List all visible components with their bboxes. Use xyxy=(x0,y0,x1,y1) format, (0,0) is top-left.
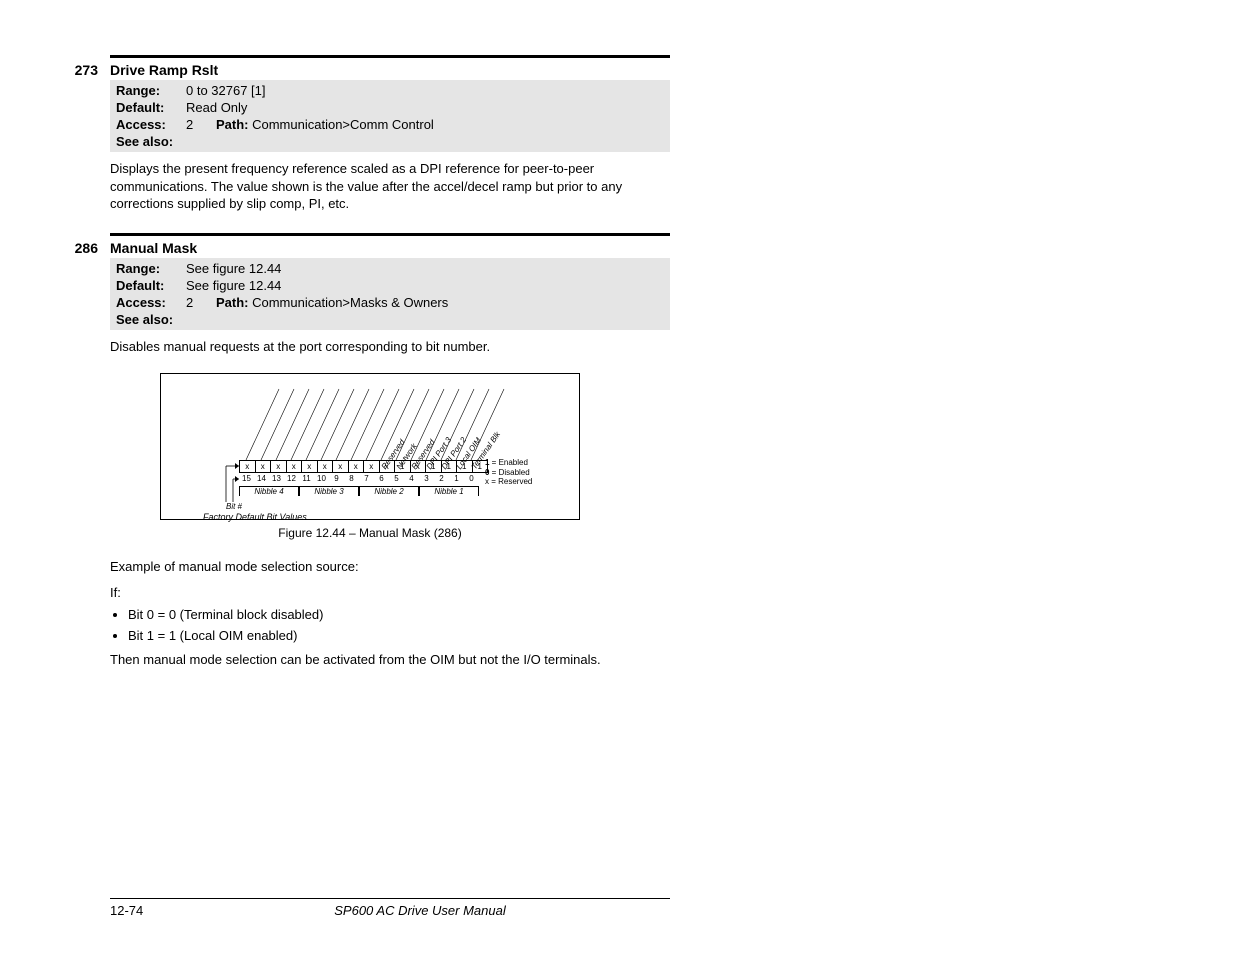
bit-num: 4 xyxy=(404,474,419,483)
figure-legend: 1 = Enabled 0 = Disabled x = Reserved xyxy=(485,458,532,487)
param-description: Disables manual requests at the port cor… xyxy=(110,338,670,356)
param-title: Manual Mask xyxy=(110,240,197,256)
param-meta-box: Range: See figure 12.44 Default: See fig… xyxy=(110,258,670,330)
example-intro: Example of manual mode selection source: xyxy=(110,558,670,576)
param-number: 286 xyxy=(50,240,110,256)
bit-cell: x xyxy=(255,461,271,473)
access-value: 2 xyxy=(186,295,216,310)
bit-num: 0 xyxy=(464,474,479,483)
rule xyxy=(110,55,670,58)
nibble-label: Nibble 1 xyxy=(419,486,479,496)
diagonal-labels: Reserved Network Reserved DPI Port 3 DPI… xyxy=(239,384,479,460)
default-label: Default: xyxy=(116,100,186,115)
seealso-label: See also: xyxy=(116,134,186,149)
bit-cell: x xyxy=(348,461,364,473)
bit-cell: x xyxy=(333,461,349,473)
bit-num: 9 xyxy=(329,474,344,483)
bit-num: 11 xyxy=(299,474,314,483)
nibble-label: Nibble 4 xyxy=(239,486,299,496)
example-conclusion: Then manual mode selection can be activa… xyxy=(110,651,670,669)
if-label: If: xyxy=(110,584,670,602)
default-value: See figure 12.44 xyxy=(186,278,664,293)
path-value: Communication>Masks & Owners xyxy=(249,295,449,310)
seealso-label: See also: xyxy=(116,312,186,327)
rule xyxy=(110,233,670,236)
param-header: 286 Manual Mask xyxy=(110,240,670,256)
access-value: 2 xyxy=(186,117,216,132)
bit-cell: x xyxy=(286,461,302,473)
param-273-block: 273 Drive Ramp Rslt Range: 0 to 32767 [1… xyxy=(110,55,670,213)
legend-disabled: = Disabled xyxy=(489,468,529,477)
param-description: Displays the present frequency reference… xyxy=(110,160,670,213)
path-label: Path: xyxy=(216,295,249,310)
manual-title: SP600 AC Drive User Manual xyxy=(170,903,670,918)
bit-cell: x xyxy=(317,461,333,473)
bit-cell: x xyxy=(302,461,318,473)
param-title: Drive Ramp Rslt xyxy=(110,62,218,78)
default-value: Read Only xyxy=(186,100,664,115)
bit-num: 14 xyxy=(254,474,269,483)
bit-cell: x xyxy=(240,461,256,473)
path-row: Path: Communication>Masks & Owners xyxy=(216,295,664,310)
bit-num: 15 xyxy=(239,474,254,483)
factory-default-label: Factory Default Bit Values xyxy=(203,512,307,522)
param-header: 273 Drive Ramp Rslt xyxy=(110,62,670,78)
bit-num: 7 xyxy=(359,474,374,483)
bit-num: 13 xyxy=(269,474,284,483)
bit-cell: x xyxy=(364,461,380,473)
page-number: 12-74 xyxy=(110,903,170,918)
path-row: Path: Communication>Comm Control xyxy=(216,117,664,132)
bit-number-row: 15 14 13 12 11 10 9 8 7 6 5 4 3 2 1 0 xyxy=(239,474,479,483)
range-value: See figure 12.44 xyxy=(186,261,664,276)
bit-num: 2 xyxy=(434,474,449,483)
range-label: Range: xyxy=(116,83,186,98)
example-list: Bit 0 = 0 (Terminal block disabled) Bit … xyxy=(110,607,670,643)
range-label: Range: xyxy=(116,261,186,276)
bullet-item: Bit 0 = 0 (Terminal block disabled) xyxy=(128,607,670,622)
figure-12-44: x x x x x x x x x x 1 x 1 1 1 1 xyxy=(160,373,580,520)
bit-num: 6 xyxy=(374,474,389,483)
path-value: Communication>Comm Control xyxy=(249,117,434,132)
bit-num: 12 xyxy=(284,474,299,483)
nibble-label: Nibble 3 xyxy=(299,486,359,496)
param-number: 273 xyxy=(50,62,110,78)
param-meta-box: Range: 0 to 32767 [1] Default: Read Only… xyxy=(110,80,670,152)
legend-enabled: = Enabled xyxy=(489,458,527,467)
range-value: 0 to 32767 [1] xyxy=(186,83,664,98)
bit-cell: x xyxy=(271,461,287,473)
access-label: Access: xyxy=(116,295,186,310)
bit-num: 8 xyxy=(344,474,359,483)
figure-caption: Figure 12.44 – Manual Mask (286) xyxy=(160,526,580,540)
path-label: Path: xyxy=(216,117,249,132)
bit-num: 5 xyxy=(389,474,404,483)
page-footer: 12-74 SP600 AC Drive User Manual xyxy=(110,898,670,918)
bit-num: 10 xyxy=(314,474,329,483)
bullet-item: Bit 1 = 1 (Local OIM enabled) xyxy=(128,628,670,643)
bit-num: 3 xyxy=(419,474,434,483)
param-286-block: 286 Manual Mask Range: See figure 12.44 … xyxy=(110,233,670,669)
bit-num: 1 xyxy=(449,474,464,483)
default-label: Default: xyxy=(116,278,186,293)
nibble-row: Nibble 4 Nibble 3 Nibble 2 Nibble 1 xyxy=(239,486,479,496)
nibble-label: Nibble 2 xyxy=(359,486,419,496)
bitnum-label: Bit # xyxy=(226,502,242,511)
legend-reserved: = Reserved xyxy=(489,477,532,486)
access-label: Access: xyxy=(116,117,186,132)
